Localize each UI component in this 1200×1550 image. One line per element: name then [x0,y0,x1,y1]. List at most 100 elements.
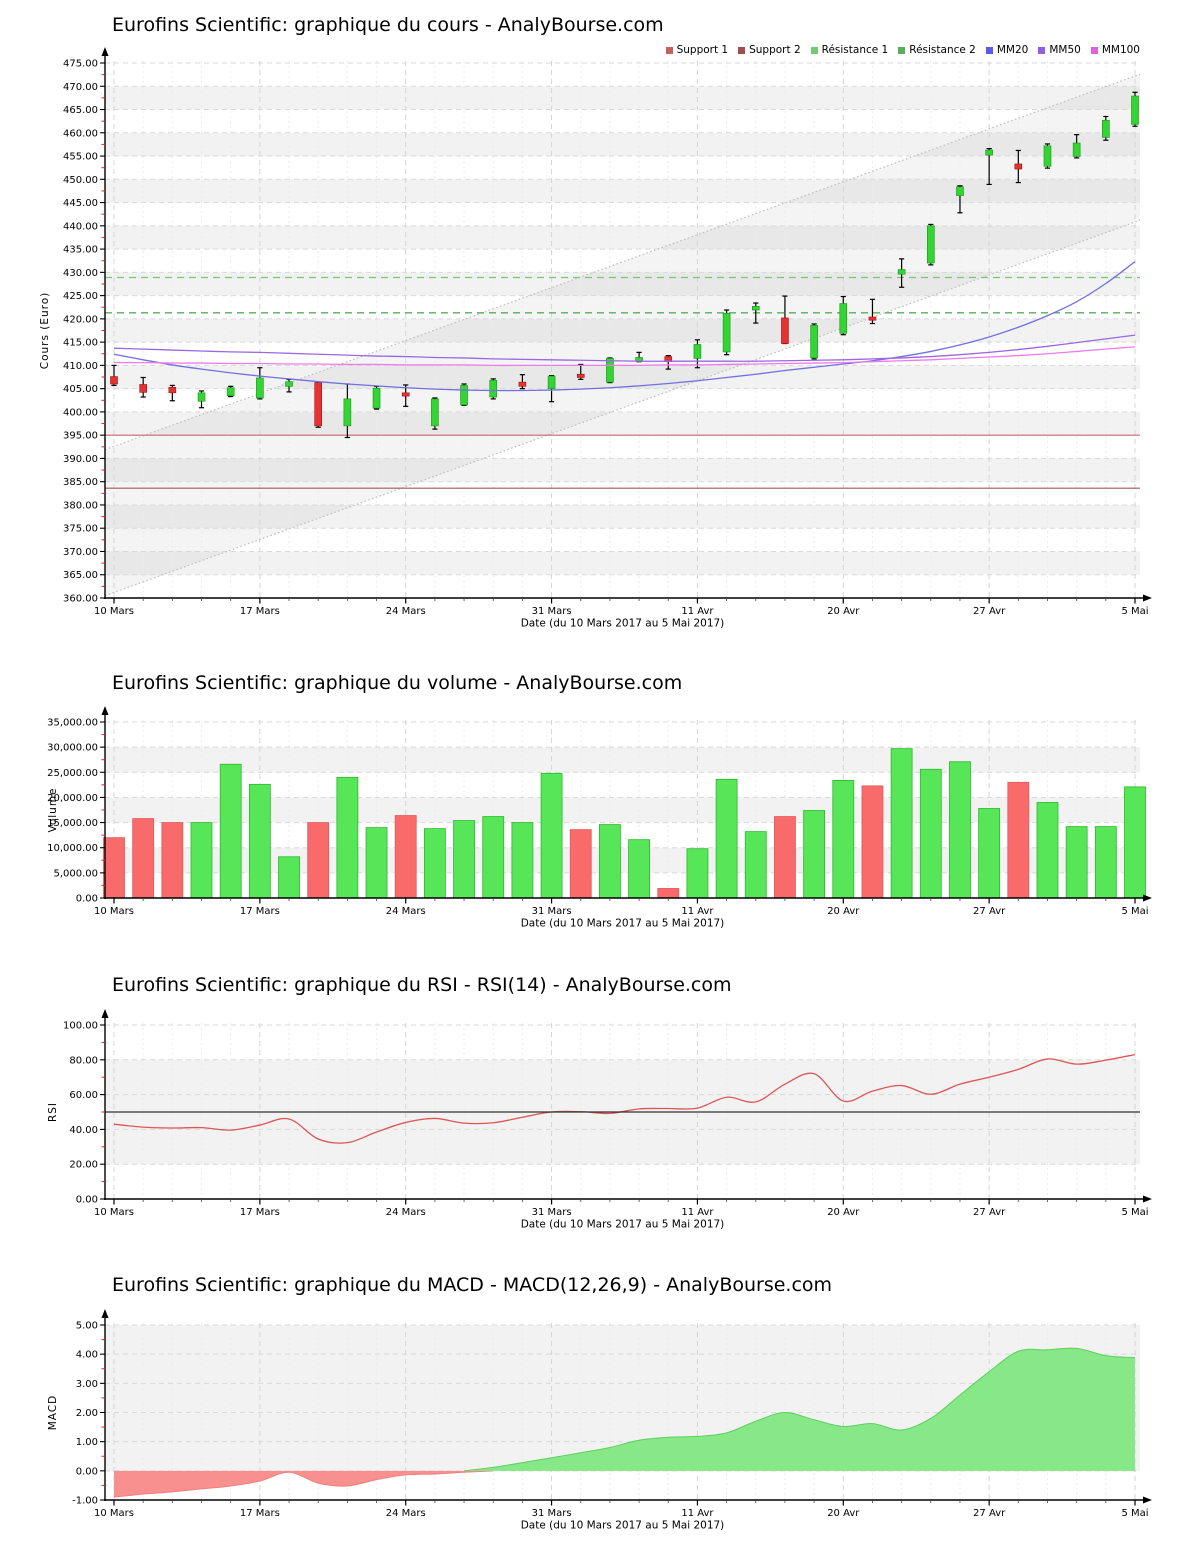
y-axis-arrow [101,47,109,56]
svg-text:100.00: 100.00 [63,1021,98,1032]
svg-text:24 Mars: 24 Mars [386,1207,426,1218]
candle-down [1014,163,1023,170]
svg-text:-1.00: -1.00 [72,1496,98,1507]
legend-item-résistance-2: Résistance 2 [898,44,976,56]
candle-up [431,398,439,427]
candle-down [168,386,177,394]
candle-up [343,398,352,427]
rsi-grid [105,1023,1140,1199]
volume-chart: 0.00 5,000.00 10,000.00 15,000.00 20,000.00 2… [47,706,1152,930]
macd-chart: -1.00 0.00 1.00 2.00 3.00 4.00 5.00 10 Mars 17 M… [47,1309,1152,1532]
svg-text:20 Avr: 20 Avr [827,606,860,617]
svg-text:375.00: 375.00 [63,524,98,535]
legend-label: MM100 [1101,44,1140,56]
svg-text:20 Avr: 20 Avr [827,1207,860,1218]
x-axis-title: Date (du 10 Mars 2017 au 5 Mai 2017) [521,918,725,930]
svg-text:30,000.00: 30,000.00 [47,743,98,754]
price-chart-title: Eurofins Scientific: graphique du cours … [112,14,664,36]
svg-text:365.00: 365.00 [63,570,98,581]
candle-up [606,358,614,383]
svg-text:1.00: 1.00 [76,1437,98,1448]
svg-text:10 Mars: 10 Mars [94,606,134,617]
y-axis-title: Cours (Euro) [39,292,51,370]
y-axis-title: Volume [47,787,59,832]
svg-text:27 Avr: 27 Avr [973,606,1006,617]
candle-down [401,392,410,397]
legend-swatch-icon [738,46,746,54]
candle-up [256,377,264,399]
cours-chart: 360.00 365.00 370.00 375.00 380.00 385.00 390.… [39,47,1152,630]
volume-bar-up [365,827,388,899]
svg-text:24 Mars: 24 Mars [386,1508,426,1519]
svg-text:0.00: 0.00 [76,894,98,905]
svg-text:20.00: 20.00 [69,1160,98,1171]
candle-up [956,186,964,196]
svg-text:410.00: 410.00 [63,361,98,372]
cours-axes: 360.00 365.00 370.00 375.00 380.00 385.00 390.… [39,47,1152,630]
svg-text:35,000.00: 35,000.00 [47,718,98,729]
legend-swatch-icon [1090,46,1098,54]
svg-text:17 Mars: 17 Mars [240,1508,280,1519]
candle-up [751,306,760,311]
svg-text:11 Avr: 11 Avr [681,606,714,617]
candle-up [985,149,993,156]
svg-text:17 Mars: 17 Mars [240,606,280,617]
legend-swatch-icon [985,46,993,54]
svg-text:465.00: 465.00 [63,105,98,116]
candle-up [1043,145,1052,167]
candles-layer [110,91,1139,439]
legend-label: Résistance 1 [821,44,889,56]
x-axis-title: Date (du 10 Mars 2017 au 5 Mai 2017) [521,618,725,630]
svg-text:5,000.00: 5,000.00 [53,868,98,879]
candle-down [139,384,147,393]
svg-text:370.00: 370.00 [63,547,98,558]
rsi-line [113,1053,1136,1144]
svg-text:430.00: 430.00 [63,268,98,279]
x-axis-arrow [1143,594,1152,602]
candle-up [897,269,906,275]
mm50-line [113,334,1136,362]
candle-up [1072,142,1081,157]
macd-positive-area [464,1348,1135,1471]
macd-chart-title: Eurofins Scientific: graphique du MACD -… [112,1274,833,1296]
volume-bar-up [278,856,300,899]
trend-channel-upper [104,73,1141,451]
x-axis-title: Date (du 10 Mars 2017 au 5 Mai 2017) [521,1520,725,1532]
rsi-axes: 0.00 20.00 40.00 60.00 80.00 100.00 10 Mars 17 … [47,1009,1152,1231]
candle-up [372,387,381,409]
legend-label: Support 1 [676,44,729,56]
x-axis-title: Date (du 10 Mars 2017 au 5 Mai 2017) [521,1219,725,1231]
candle-up [810,325,818,359]
legend-swatch-icon [665,46,673,54]
legend-item-mm50: MM50 [1038,44,1081,56]
legend-item-support-1: Support 1 [665,44,729,56]
trend-channel-lower [104,219,1141,597]
cours-grid [105,61,1140,598]
trend-channel-fill [105,74,1140,596]
svg-text:360.00: 360.00 [63,594,98,605]
candle-up [839,303,848,334]
svg-text:20,000.00: 20,000.00 [47,793,98,804]
svg-text:31 Mars: 31 Mars [532,606,572,617]
svg-text:470.00: 470.00 [63,82,98,93]
svg-text:415.00: 415.00 [63,338,98,349]
x-axis-arrow [1143,894,1152,902]
volume-bar-down [307,822,330,899]
svg-text:60.00: 60.00 [69,1090,98,1101]
svg-text:24 Mars: 24 Mars [386,606,426,617]
volume-bar-up [540,772,563,899]
volume-bar-up [949,761,971,899]
candle-down [868,316,877,321]
svg-text:10,000.00: 10,000.00 [47,843,98,854]
svg-text:5 Mai: 5 Mai [1121,906,1148,917]
legend-label: Support 2 [749,44,801,56]
volume-bar-up [832,779,855,899]
volume-bar-up [744,831,767,899]
svg-text:475.00: 475.00 [63,59,98,70]
svg-text:27 Avr: 27 Avr [973,1207,1006,1218]
legend-item-support-2: Support 2 [738,44,801,56]
volume-bar-up [1094,826,1117,899]
volume-bar-up [482,816,505,899]
volume-bar-up [511,822,534,899]
